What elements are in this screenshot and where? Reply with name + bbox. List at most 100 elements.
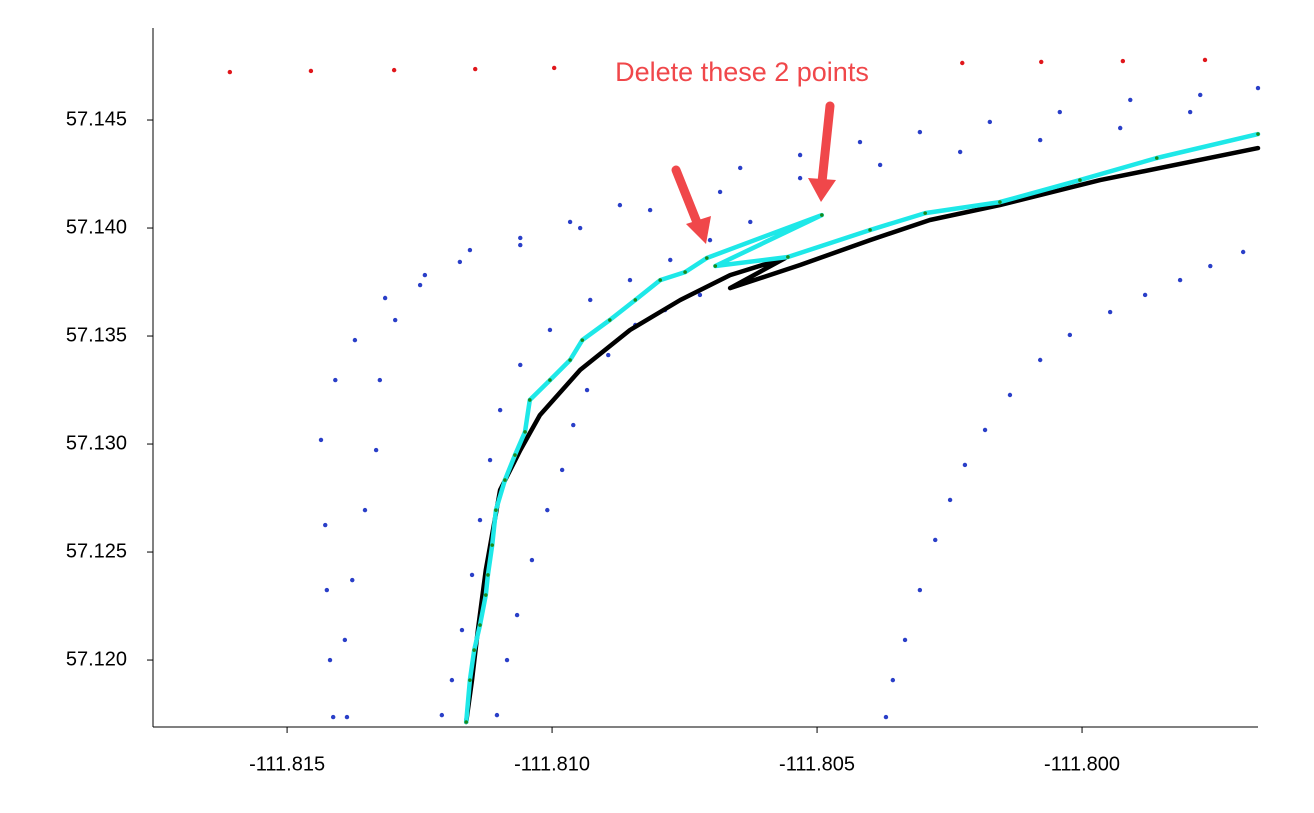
point <box>567 219 573 225</box>
x-tick-label: -111.810 <box>514 753 590 775</box>
point <box>490 543 494 547</box>
point <box>568 358 572 362</box>
point <box>504 657 510 663</box>
point <box>486 573 490 577</box>
point <box>1037 137 1043 143</box>
y-tick-label: 57.135 <box>66 324 127 346</box>
point <box>1057 109 1062 115</box>
point <box>497 407 503 413</box>
point <box>469 572 475 578</box>
series-line <box>463 145 1261 725</box>
point <box>797 152 803 158</box>
point <box>588 297 593 303</box>
point <box>617 202 623 208</box>
point <box>344 714 350 720</box>
point <box>547 327 553 333</box>
point <box>933 537 938 543</box>
point <box>422 272 428 278</box>
point <box>323 522 328 528</box>
point <box>333 377 338 383</box>
point <box>571 422 576 428</box>
point <box>382 295 388 301</box>
point <box>658 278 662 282</box>
point <box>551 65 557 71</box>
annotation: Delete these 2 points <box>615 57 869 87</box>
point <box>417 282 423 288</box>
point <box>717 189 723 195</box>
point <box>608 318 612 322</box>
x-tick-label: -111.800 <box>1044 753 1120 775</box>
point <box>917 587 923 593</box>
x-tick-label: -111.815 <box>249 753 325 775</box>
point <box>494 508 498 512</box>
point <box>529 557 535 563</box>
point <box>1256 132 1260 136</box>
point <box>518 235 523 241</box>
point <box>1039 59 1044 65</box>
point <box>559 467 565 473</box>
plot-area <box>227 57 1261 725</box>
point <box>960 60 965 66</box>
y-tick-label: 57.145 <box>66 108 127 130</box>
y-tick-label: 57.120 <box>66 648 127 670</box>
series-line <box>463 131 1261 725</box>
point <box>982 427 988 433</box>
point <box>1067 332 1073 338</box>
x-tick-label: -111.805 <box>779 753 855 775</box>
point <box>633 298 638 302</box>
annotation-arrows <box>671 101 836 244</box>
point <box>1128 97 1133 103</box>
point <box>392 317 398 323</box>
point <box>890 677 896 683</box>
point <box>1198 92 1203 98</box>
point <box>523 430 527 434</box>
point <box>548 378 552 382</box>
point <box>484 593 488 597</box>
point <box>868 228 872 232</box>
point <box>1107 309 1113 315</box>
point <box>362 507 368 513</box>
point <box>459 627 465 633</box>
point <box>373 447 379 453</box>
point <box>1118 125 1123 131</box>
point <box>748 219 753 225</box>
point <box>962 462 968 468</box>
point <box>513 453 517 457</box>
point <box>1177 277 1183 283</box>
point <box>820 213 824 217</box>
point <box>449 677 455 683</box>
point <box>1154 156 1159 160</box>
point <box>518 242 523 248</box>
point <box>1142 292 1148 298</box>
point <box>877 162 883 168</box>
point <box>580 338 585 342</box>
point <box>352 337 358 343</box>
point <box>917 129 923 135</box>
point <box>227 69 233 75</box>
point <box>668 257 673 263</box>
point <box>518 362 523 368</box>
point <box>707 237 713 243</box>
point <box>545 507 550 513</box>
y-tick-label: 57.140 <box>66 216 127 238</box>
point <box>987 119 993 125</box>
point <box>342 637 348 643</box>
point <box>627 277 633 283</box>
point <box>902 637 908 643</box>
point <box>377 377 383 383</box>
point <box>457 259 463 265</box>
point <box>487 457 493 463</box>
point <box>998 200 1002 204</box>
point <box>1255 85 1261 91</box>
point <box>472 648 476 652</box>
point <box>473 66 478 72</box>
point <box>1078 178 1082 182</box>
point <box>1187 109 1193 115</box>
point <box>514 612 520 618</box>
point <box>464 720 469 724</box>
point <box>308 68 314 74</box>
point <box>647 207 653 213</box>
point <box>1037 357 1043 363</box>
point <box>468 678 472 682</box>
point <box>1240 249 1246 255</box>
